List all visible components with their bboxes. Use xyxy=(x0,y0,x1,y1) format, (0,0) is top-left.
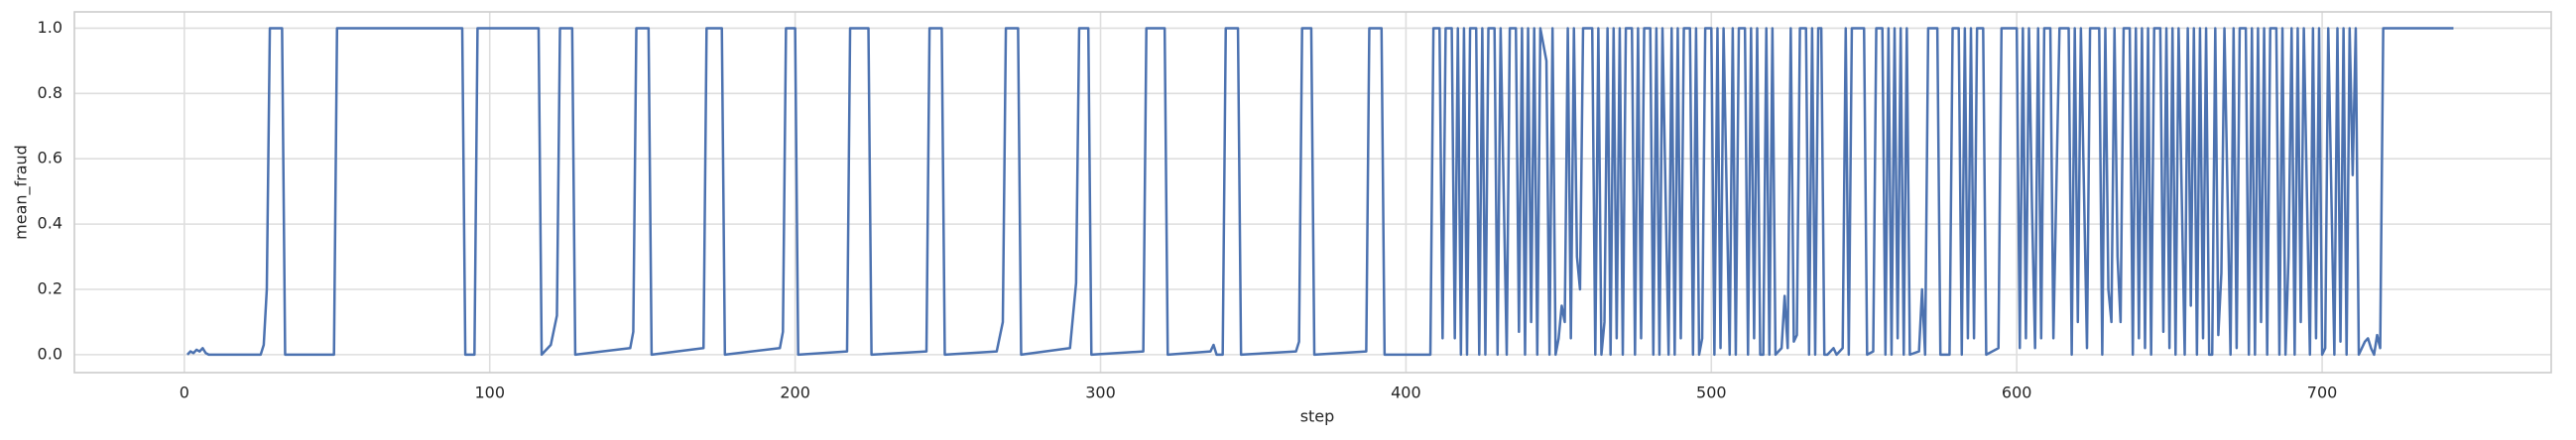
plot-frame xyxy=(73,11,2552,374)
y-tick-label: 0.4 xyxy=(38,214,62,233)
x-tick-label: 400 xyxy=(1391,384,1421,402)
x-tick-label: 500 xyxy=(1696,384,1727,402)
x-tick-label: 700 xyxy=(2307,384,2338,402)
x-tick-label: 600 xyxy=(2002,384,2032,402)
y-tick-label: 0.8 xyxy=(38,83,62,102)
y-tick-label: 0.6 xyxy=(38,149,62,167)
data-line xyxy=(186,27,2454,357)
y-axis-label: mean_fraud xyxy=(12,145,32,240)
y-tick-label: 1.0 xyxy=(38,18,62,37)
x-tick-label: 200 xyxy=(780,384,810,402)
x-axis-label: step xyxy=(1300,407,1335,426)
x-tick-label: 0 xyxy=(180,384,189,402)
x-tick-label: 300 xyxy=(1085,384,1116,402)
x-tick-label: 100 xyxy=(474,384,505,402)
y-tick-label: 0.2 xyxy=(38,279,62,298)
y-tick-label: 0.0 xyxy=(38,344,62,363)
